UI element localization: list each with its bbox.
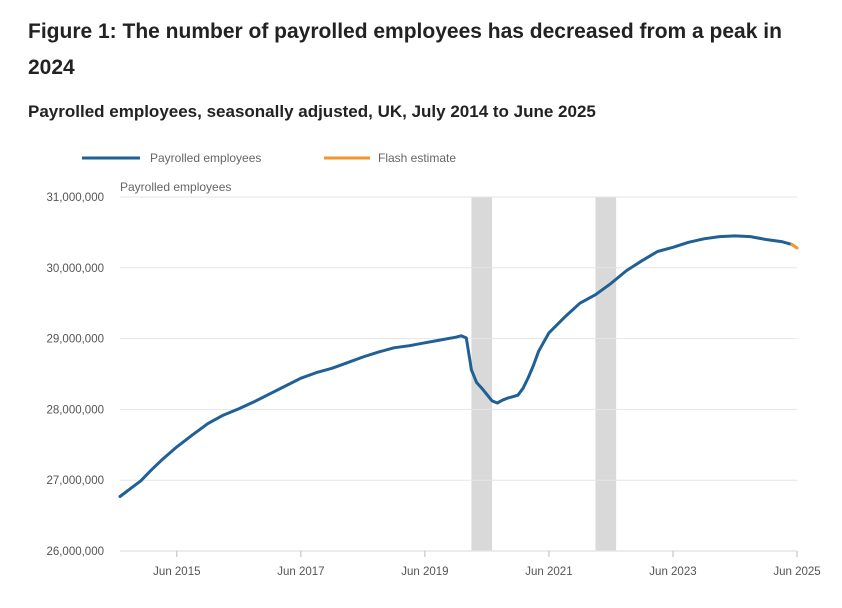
y-tick-label-4: 30,000,000 [46,263,104,275]
y-tick-label-3: 29,000,000 [46,334,104,346]
y-tick-label-1: 27,000,000 [46,475,104,487]
series-line-payrolled [118,234,794,498]
y-tick-label-5: 31,000,000 [46,192,104,204]
y-axis-ticks: 26,000,000 27,000,000 28,000,000 29,000,000… [46,192,104,558]
chart-subtitle: Payrolled employees, seasonally adjusted… [28,102,596,121]
x-tick-label-3: Jun 2021 [525,566,572,578]
y-tick-label-2: 28,000,000 [46,404,104,416]
series-lines [118,234,799,498]
figure-title: Figure 1: The number of payrolled employ… [28,20,782,79]
grid-lines [120,196,797,552]
x-tick-label-1: Jun 2017 [277,566,324,578]
y-axis-title: Payrolled employees [120,180,231,194]
legend-label-payrolled: Payrolled employees [150,151,261,165]
shaded-period-1 [595,197,617,551]
x-tick-label-0: Jun 2015 [153,566,200,578]
y-tick-label-0: 26,000,000 [46,546,104,558]
legend: Payrolled employees Flash estimate [82,151,456,165]
shaded-period-0 [471,197,493,551]
x-tick-label-4: Jun 2023 [649,566,696,578]
x-tick-label-5: Jun 2025 [773,566,820,578]
shaded-periods [471,197,617,551]
series-line-flash [790,242,799,250]
x-axis-ticks: Jun 2015 Jun 2017 Jun 2019 Jun 2021 Jun 2023… [153,551,821,578]
legend-label-flash: Flash estimate [378,151,456,165]
x-tick-label-2: Jun 2019 [401,566,448,578]
